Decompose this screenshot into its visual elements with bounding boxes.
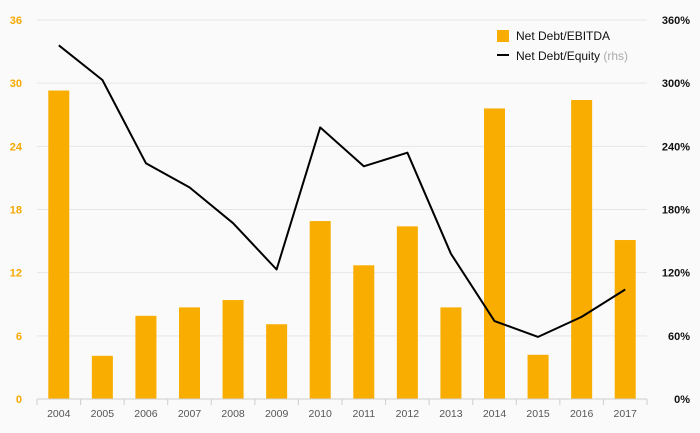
bar: [179, 307, 200, 399]
bar: [91, 355, 113, 399]
y-left-tick-label: 18: [10, 205, 22, 217]
legend-label-line: Net Debt/Equity (rhs): [516, 49, 628, 63]
x-tick-label: 2004: [47, 408, 71, 420]
x-tick-label: 2007: [178, 408, 202, 420]
y-left-tick-label: 12: [10, 268, 22, 280]
bar: [222, 300, 244, 399]
y-right-tick-label: 60%: [668, 331, 690, 343]
bar: [396, 226, 418, 399]
y-left-tick-label: 0: [16, 394, 22, 406]
x-tick-label: 2005: [91, 408, 115, 420]
bar: [135, 315, 157, 399]
y-left-tick-label: 30: [10, 78, 22, 90]
legend-label-bar: Net Debt/EBITDA: [516, 29, 610, 43]
y-right-tick-label: 360%: [662, 15, 690, 27]
right-axis-ticks: 0% 60% 120% 180% 240% 300% 360%: [662, 15, 690, 406]
x-tick-label: 2016: [570, 408, 594, 420]
x-tick-label: 2015: [526, 408, 550, 420]
x-tick-label: 2012: [396, 408, 420, 420]
x-tick-label: 2010: [309, 408, 333, 420]
bar: [48, 90, 70, 400]
x-tick-label: 2006: [134, 408, 158, 420]
y-right-tick-label: 180%: [662, 205, 690, 217]
bar: [484, 108, 505, 399]
y-right-tick-label: 0%: [674, 394, 690, 406]
y-left-tick-label: 36: [10, 15, 22, 27]
bar: [440, 307, 462, 399]
bar: [571, 100, 593, 399]
x-tick-label: 2009: [265, 408, 289, 420]
legend: Net Debt/EBITDA Net Debt/Equity (rhs): [497, 29, 628, 63]
series-line: [58, 44, 626, 338]
legend-swatch-bar: [497, 30, 509, 42]
x-tick-label: 2011: [352, 408, 375, 420]
x-tick-label: 2008: [221, 408, 245, 420]
bar: [527, 354, 549, 399]
legend-line-name: Net Debt/Equity: [516, 49, 600, 63]
y-left-tick-label: 24: [10, 141, 23, 153]
legend-line-note: (rhs): [603, 49, 628, 63]
axes: [36, 398, 648, 405]
bar-series: [48, 90, 636, 400]
x-tick-label: 2017: [614, 408, 638, 420]
y-left-tick-label: 6: [16, 331, 22, 343]
bar: [614, 240, 636, 399]
y-right-tick-label: 300%: [662, 78, 690, 90]
left-axis-ticks: 0 6 12 18 24 30 36: [10, 15, 23, 406]
gridlines: [37, 19, 647, 337]
bar: [353, 265, 375, 399]
y-right-tick-label: 120%: [662, 268, 690, 280]
y-right-tick-label: 240%: [662, 141, 690, 153]
x-axis-ticks: 2004 2005 2006 2007 2008 2009 2010 2011 2012 2013…: [47, 408, 637, 420]
line-series: [58, 44, 626, 338]
bar: [266, 324, 288, 399]
bar: [309, 221, 331, 399]
x-tick-label: 2013: [439, 408, 463, 420]
x-tick-label: 2014: [483, 408, 507, 420]
